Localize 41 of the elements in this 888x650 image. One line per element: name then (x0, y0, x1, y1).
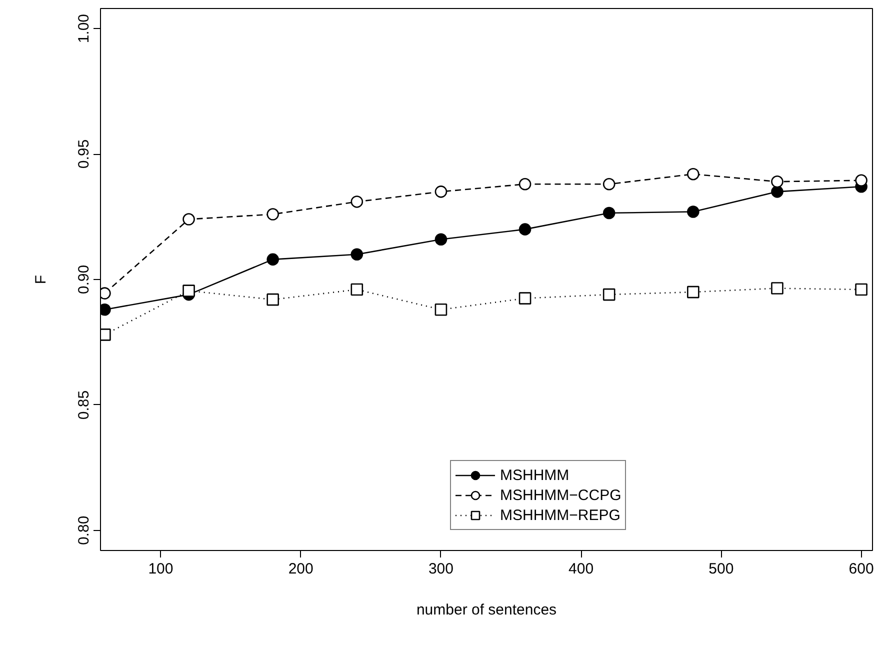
x-tick-label: 500 (708, 560, 734, 578)
point (350, 248, 364, 261)
point (350, 283, 364, 296)
point (687, 168, 700, 180)
x-axis-title: number of sentences (416, 602, 557, 618)
point (602, 206, 616, 220)
y-tick-label: 0.90 (76, 264, 92, 294)
point (687, 206, 700, 218)
point (771, 176, 784, 188)
point (518, 292, 532, 304)
point (182, 284, 195, 297)
point (771, 282, 784, 294)
y-tick-label: 1.00 (76, 14, 92, 44)
y-tick-label: 0.80 (76, 516, 92, 546)
point (518, 178, 532, 190)
y-tick-label: 0.85 (76, 390, 92, 420)
point (855, 283, 868, 296)
legend-label: MSHHMM (500, 466, 570, 484)
legend-label: MSHHMM−CCPG (500, 486, 622, 504)
point (518, 223, 532, 236)
point (434, 186, 448, 198)
x-tick-label: 300 (428, 560, 454, 578)
y-tick-label: 0.95 (76, 139, 92, 169)
y-axis-title: F (32, 274, 50, 284)
x-tick-label: 200 (288, 560, 314, 578)
point (266, 293, 279, 306)
legend-label: MSHHMM−REPG (500, 506, 620, 524)
point (771, 186, 784, 198)
point (434, 233, 448, 246)
x-tick-label: 600 (848, 560, 874, 578)
point (855, 174, 868, 187)
point (350, 196, 364, 208)
point (687, 286, 700, 298)
x-tick-label: 100 (148, 560, 174, 578)
point (182, 213, 195, 226)
point (602, 288, 616, 301)
point (266, 208, 279, 220)
point (434, 303, 448, 316)
point (602, 178, 616, 190)
x-tick-label: 400 (568, 560, 594, 578)
point (266, 253, 279, 266)
